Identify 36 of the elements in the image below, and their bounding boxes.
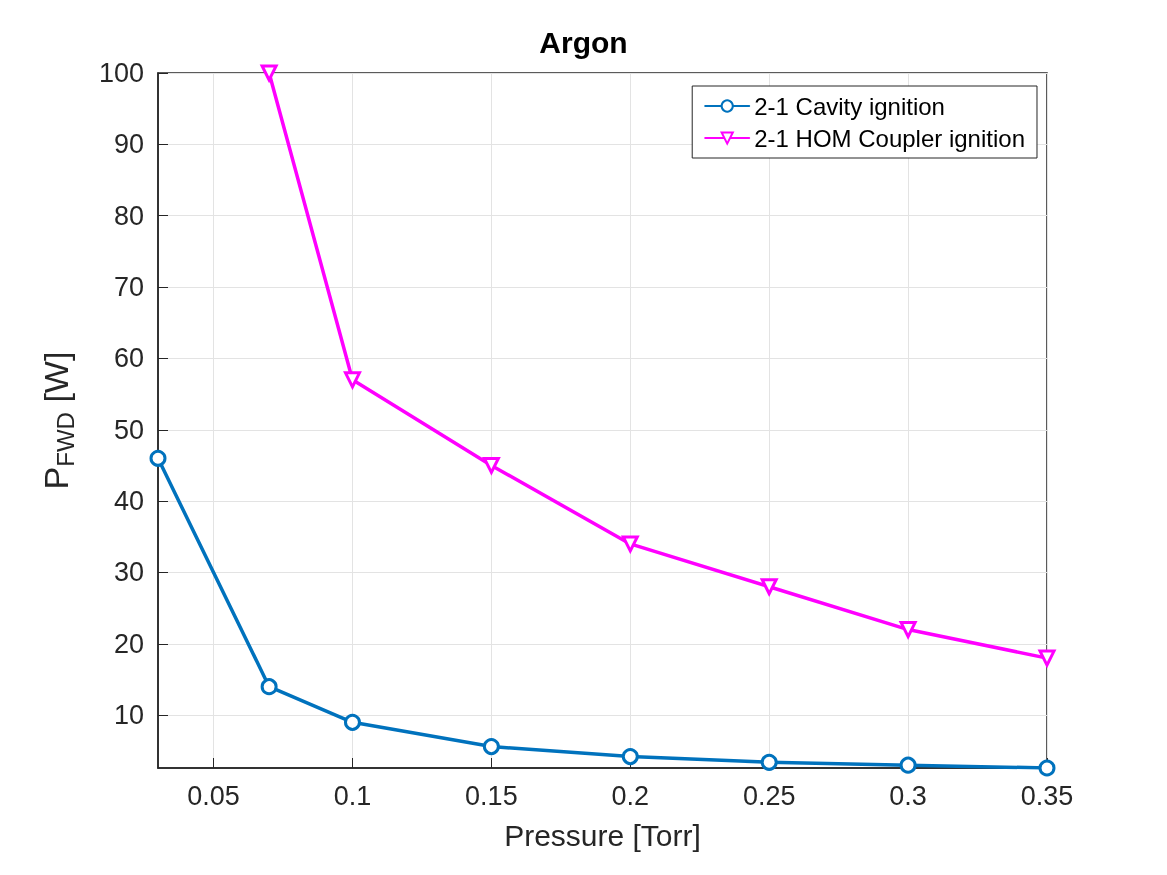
- point: [482, 738, 500, 756]
- y-tick-label: 30: [113, 557, 144, 588]
- x-tick-label: 0.05: [187, 780, 240, 811]
- point: [482, 456, 500, 474]
- y-tick-label: 20: [113, 628, 144, 659]
- x-tick-label: 0.1: [333, 780, 372, 811]
- legend-label: 2-1 HOM Coupler ignition: [754, 124, 1026, 152]
- point: [149, 449, 167, 467]
- point: [899, 621, 917, 639]
- y-tick-label: 80: [113, 200, 144, 231]
- x-tick-label: 0.35: [1020, 780, 1074, 811]
- y-tick-label: 70: [113, 272, 144, 303]
- point: [621, 748, 639, 766]
- y-tick-label: 100: [98, 58, 144, 88]
- y-tick-label: 50: [113, 414, 144, 445]
- y-tick-label: 10: [113, 700, 144, 731]
- point: [260, 678, 278, 696]
- x-tick-label: 0.3: [889, 780, 927, 811]
- y-tick-label: 40: [113, 486, 144, 517]
- x-tick-label: 0.25: [742, 780, 796, 811]
- chart-title: Argon: [539, 25, 628, 59]
- point: [760, 753, 778, 771]
- point: [1038, 649, 1056, 667]
- y-tick-label: 90: [113, 129, 144, 160]
- point: [343, 713, 361, 731]
- x-tick-label: 0.15: [465, 780, 518, 811]
- point: [621, 535, 640, 555]
- point: [760, 578, 778, 596]
- x-axis-title: Pressure [Torr]: [504, 818, 701, 852]
- x-tick-label: 0.2: [611, 780, 650, 811]
- y-tick-label: 60: [113, 343, 144, 374]
- point: [260, 64, 278, 82]
- y-axis-title: PFWD [W]: [37, 351, 79, 490]
- legend-label: 2-1 Cavity ignition: [754, 92, 945, 120]
- point: [343, 371, 362, 391]
- point: [899, 756, 917, 774]
